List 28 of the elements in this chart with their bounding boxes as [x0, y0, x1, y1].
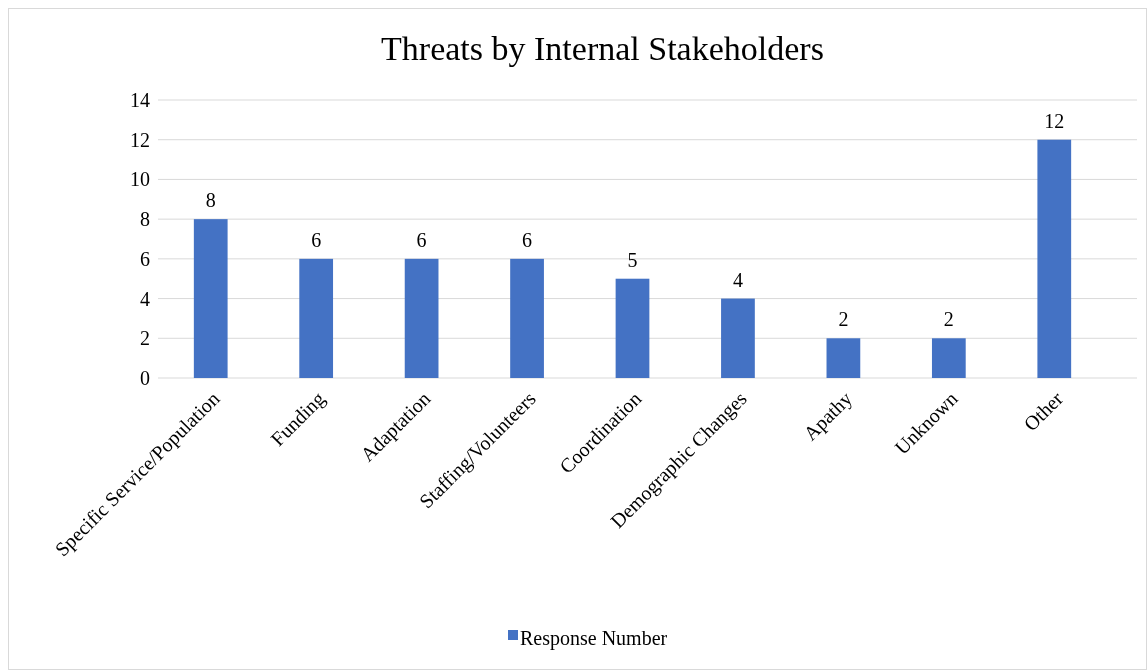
y-tick-label: 2	[140, 327, 150, 350]
y-tick-label: 14	[130, 89, 150, 111]
y-tick-label: 6	[140, 247, 150, 270]
data-label: 5	[627, 248, 638, 271]
bar	[193, 219, 228, 378]
bar	[615, 278, 650, 378]
data-label: 8	[205, 189, 216, 212]
legend-label: Response Number	[520, 627, 668, 650]
y-tick-label: 8	[140, 208, 150, 231]
bar	[931, 338, 966, 378]
y-tick-label: 4	[140, 287, 150, 310]
bar	[299, 258, 334, 378]
bar	[510, 258, 544, 378]
bar	[1037, 139, 1072, 378]
y-tick-label: 12	[130, 128, 150, 151]
data-label: 6	[311, 228, 322, 251]
data-label: 2	[838, 308, 849, 331]
data-label: 12	[1044, 109, 1065, 132]
data-label: 4	[732, 268, 743, 291]
data-label: 6	[522, 228, 533, 251]
bar	[404, 258, 439, 378]
data-label: 2	[943, 308, 954, 331]
chart-title: Threats by Internal Stakeholders	[381, 30, 824, 67]
y-tick-label: 10	[130, 168, 150, 191]
bar	[826, 338, 861, 378]
data-label: 6	[416, 228, 427, 251]
y-tick-label: 0	[140, 367, 150, 389]
bar	[721, 298, 755, 378]
